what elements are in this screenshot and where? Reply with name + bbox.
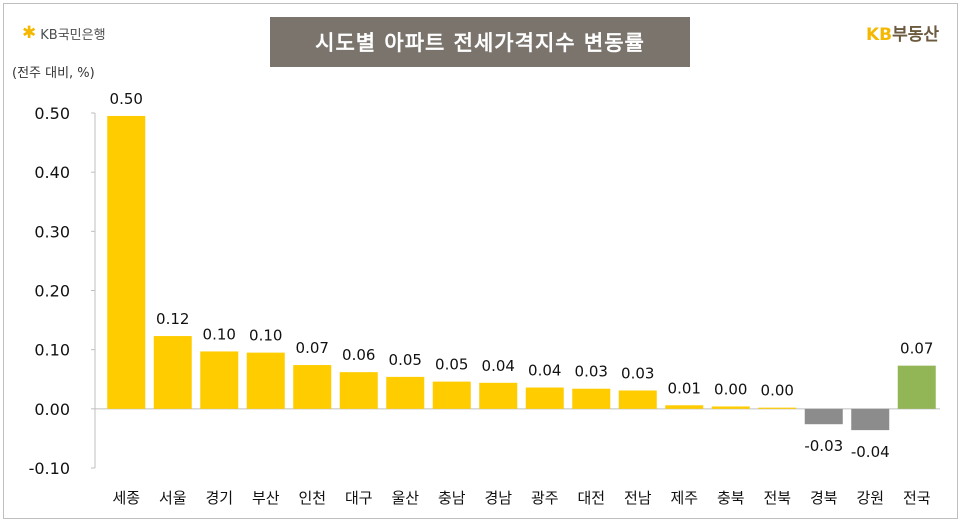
y-tick-label: -0.10 <box>29 459 70 478</box>
category-label: 경북 <box>810 489 838 507</box>
y-tick-label: 0.10 <box>34 341 70 360</box>
category-label: 인천 <box>298 489 326 507</box>
bar-10 <box>525 387 564 409</box>
bar-1 <box>107 115 146 409</box>
category-label: 울산 <box>391 489 419 507</box>
data-label: 0.03 <box>575 363 608 381</box>
bar-7 <box>386 376 425 409</box>
category-label: 전남 <box>624 489 652 507</box>
bar-8 <box>432 381 471 409</box>
category-label: 서울 <box>159 489 187 507</box>
bar-12 <box>618 390 657 409</box>
category-label: 광주 <box>531 489 559 507</box>
category-label: 대구 <box>345 489 373 507</box>
data-label: 0.12 <box>156 310 189 328</box>
data-label: 0.07 <box>296 339 329 357</box>
category-label: 전북 <box>763 489 791 507</box>
kb-bank-logo: ✱ KB국민은행 <box>22 23 106 44</box>
category-label: 제주 <box>670 489 698 507</box>
kb-bank-name: KB국민은행 <box>40 28 106 43</box>
data-label: 0.00 <box>714 380 747 398</box>
bar-18 <box>897 365 936 409</box>
category-label: 충남 <box>438 489 466 507</box>
category-label: 전국 <box>903 489 931 507</box>
bar-4 <box>246 352 285 409</box>
bar-2 <box>153 336 192 409</box>
data-label: 0.05 <box>389 351 422 369</box>
category-label: 강원 <box>856 489 884 507</box>
bar-6 <box>339 372 378 409</box>
data-label: -0.04 <box>851 443 890 461</box>
chart-title: 시도별 아파트 전세가격지수 변동률 <box>270 17 690 67</box>
chart-frame <box>3 3 958 519</box>
data-label: 0.10 <box>203 325 236 343</box>
kb-realestate-suffix: 부동산 <box>892 25 939 45</box>
category-label: 부산 <box>252 489 280 507</box>
y-tick-label: 0.50 <box>34 104 70 123</box>
y-tick-label: 0.40 <box>34 163 70 182</box>
data-label: 0.00 <box>761 382 794 400</box>
bar-11 <box>572 388 611 409</box>
bar-17 <box>851 408 890 431</box>
data-label: 0.10 <box>249 327 282 345</box>
data-label: 0.06 <box>342 346 375 364</box>
data-label: 0.04 <box>528 362 561 380</box>
category-label: 세종 <box>112 489 140 507</box>
data-label: 0.07 <box>900 340 933 358</box>
kb-realestate-logo: KB부동산 <box>866 20 939 45</box>
data-label: 0.03 <box>621 364 654 382</box>
bar-14 <box>711 406 750 409</box>
y-tick-label: 0.20 <box>34 282 70 301</box>
bar-5 <box>293 365 332 409</box>
kb-realestate-prefix: KB <box>865 25 893 45</box>
category-label: 경남 <box>484 489 512 507</box>
unit-label: (전주 대비, %) <box>12 66 95 81</box>
y-tick-label: 0.30 <box>34 222 70 241</box>
data-label: -0.03 <box>804 437 843 455</box>
bar-13 <box>665 405 704 409</box>
bar-16 <box>804 408 843 425</box>
bar-15 <box>758 407 797 409</box>
data-label: 0.01 <box>668 379 701 397</box>
data-label: 0.04 <box>482 357 515 375</box>
category-label: 경기 <box>205 489 233 507</box>
bar-3 <box>200 351 239 409</box>
category-label: 충북 <box>717 489 745 507</box>
data-label: 0.50 <box>110 90 143 108</box>
y-tick-label: 0.00 <box>34 400 70 419</box>
data-label: 0.05 <box>435 356 468 374</box>
category-label: 대전 <box>577 489 605 507</box>
bar-9 <box>479 382 518 409</box>
kb-star-icon: ✱ <box>22 23 37 43</box>
